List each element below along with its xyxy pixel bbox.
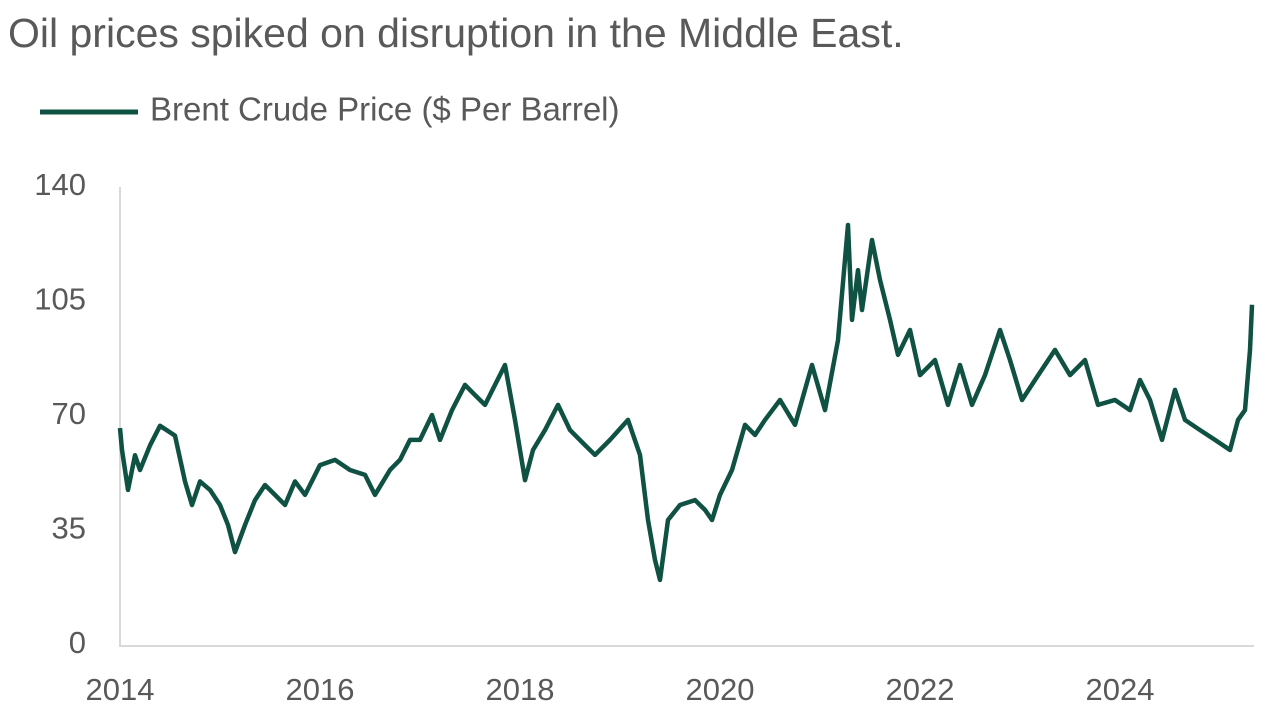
y-tick-label: 35 (52, 511, 86, 546)
x-tick-label: 2020 (686, 672, 755, 707)
x-tick-label: 2024 (1086, 672, 1155, 707)
x-tick-label: 2022 (886, 672, 955, 707)
chart-title: Oil prices spiked on disruption in the M… (8, 10, 904, 56)
x-tick-label: 2014 (86, 672, 155, 707)
price-line (117, 222, 1255, 583)
x-tick-label: 2016 (286, 672, 355, 707)
x-tick-label: 2018 (486, 672, 555, 707)
y-tick-label: 105 (34, 282, 86, 317)
y-tick-label: 0 (69, 625, 86, 660)
y-tick-label: 140 (34, 167, 86, 202)
y-tick-label: 70 (52, 396, 86, 431)
legend-label: Brent Crude Price ($ Per Barrel) (150, 91, 620, 128)
